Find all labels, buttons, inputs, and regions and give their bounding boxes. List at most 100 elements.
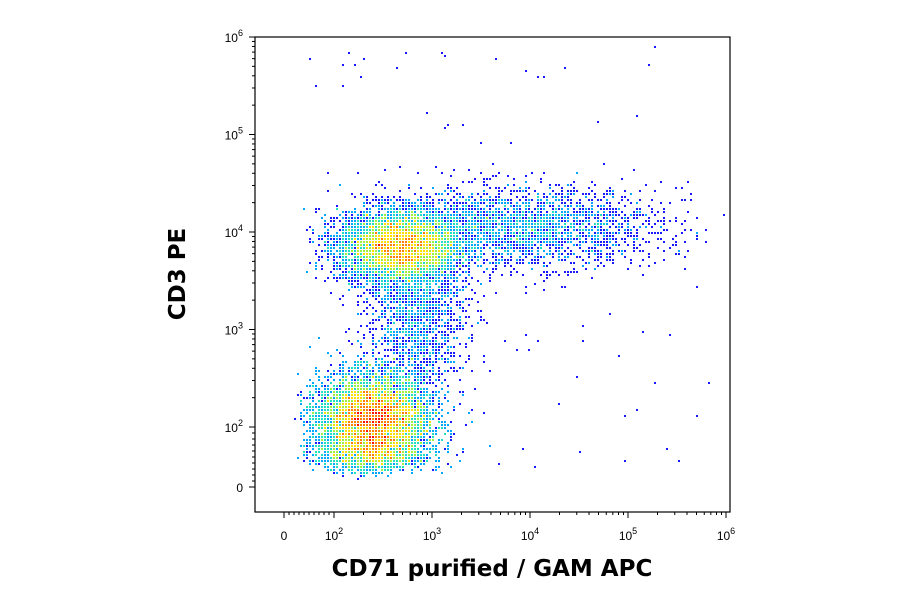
event-dot [369,382,371,384]
event-dot [420,211,422,213]
event-dot [417,316,419,318]
event-dot [546,226,548,228]
event-dot [390,250,392,252]
event-dot [525,199,527,201]
event-dot [618,244,620,246]
event-dot [369,259,371,261]
event-dot [423,454,425,456]
event-dot [600,205,602,207]
event-dot [336,400,338,402]
event-dot [366,436,368,438]
event-dot [426,415,428,417]
event-dot [336,385,338,387]
event-dot [411,220,413,222]
event-dot [405,433,407,435]
event-dot [378,379,380,381]
event-dot [486,205,488,207]
event-dot [441,226,443,228]
event-dot [318,442,320,444]
event-dot [414,397,416,399]
event-dot [318,238,320,240]
event-dot [594,214,596,216]
event-dot [336,409,338,411]
event-dot [450,436,452,438]
event-dot [627,199,629,201]
event-dot [378,400,380,402]
event-dot [408,262,410,264]
event-dot [324,433,326,435]
event-dot [423,424,425,426]
event-dot [363,472,365,474]
event-dot [435,256,437,258]
event-dot [423,337,425,339]
event-dot [417,379,419,381]
event-dot [417,256,419,258]
event-dot [453,295,455,297]
event-dot [330,388,332,390]
event-dot [507,226,509,228]
event-dot [363,430,365,432]
event-dot [300,391,302,393]
event-dot [516,211,518,213]
event-dot [537,76,539,78]
event-dot [420,388,422,390]
event-dot [453,319,455,321]
event-dot [381,244,383,246]
event-dot [387,250,389,252]
event-dot [393,424,395,426]
event-dot [315,211,317,213]
event-dot [309,430,311,432]
event-dot [345,379,347,381]
event-dot [396,244,398,246]
event-dot [387,406,389,408]
event-dot [501,244,503,246]
event-dot [435,448,437,450]
event-dot [318,418,320,420]
event-dot [468,358,470,360]
event-dot [519,232,521,234]
event-dot [369,415,371,417]
event-dot [384,379,386,381]
event-dot [459,232,461,234]
event-dot [333,394,335,396]
event-dot [411,298,413,300]
event-dot [552,253,554,255]
event-dot [375,430,377,432]
event-dot [378,388,380,390]
event-dot [495,211,497,213]
event-dot [420,364,422,366]
event-dot [540,241,542,243]
event-dot [435,466,437,468]
event-dot [381,205,383,207]
event-dot [531,259,533,261]
event-dot [444,55,446,57]
event-dot [396,232,398,234]
event-dot [474,229,476,231]
event-dot [333,433,335,435]
event-dot [381,316,383,318]
event-dot [357,415,359,417]
event-dot [519,247,521,249]
event-dot [399,454,401,456]
event-dot [402,322,404,324]
event-dot [360,268,362,270]
event-dot [384,274,386,276]
event-dot [468,241,470,243]
event-dot [402,415,404,417]
event-dot [381,397,383,399]
event-dot [492,163,494,165]
event-dot [411,223,413,225]
event-dot [453,244,455,246]
event-dot [405,400,407,402]
event-dot [414,454,416,456]
event-dot [354,259,356,261]
event-dot [339,274,341,276]
event-dot [330,451,332,453]
event-dot [396,463,398,465]
event-dot [576,202,578,204]
event-dot [411,265,413,267]
event-dot [423,331,425,333]
event-dot [612,253,614,255]
event-dot [384,202,386,204]
event-dot [558,226,560,228]
